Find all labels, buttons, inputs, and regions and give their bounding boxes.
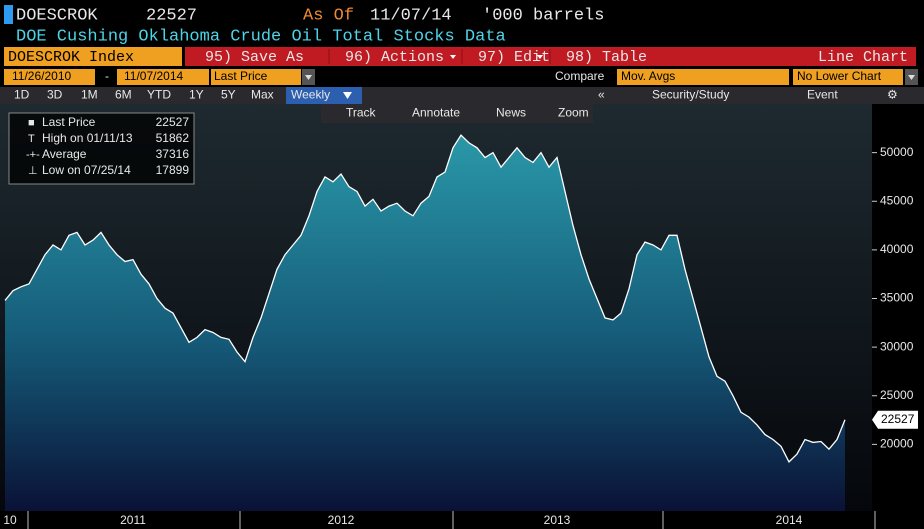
lower-chart: No Lower Chart	[797, 69, 882, 83]
chart-type[interactable]: Line Chart	[818, 49, 908, 66]
dropdown-arrow	[908, 75, 915, 80]
legend-value: 51862	[156, 131, 190, 145]
dropdown-arrow	[343, 92, 352, 99]
security: DOESCROK Index	[8, 49, 134, 66]
last: 22527	[146, 6, 197, 25]
tool-button[interactable]: Track	[346, 106, 377, 120]
end-date-box[interactable]	[117, 69, 209, 85]
compare[interactable]: Compare	[555, 69, 605, 83]
ticker-marker	[4, 5, 13, 24]
mov-avgs: Mov. Avgs	[621, 69, 675, 83]
legend-icon: T	[28, 133, 35, 145]
toolbar-button[interactable]: 95) Save As	[205, 49, 304, 66]
legend-icon: -+-	[26, 149, 40, 161]
period-button[interactable]: 1M	[81, 88, 98, 102]
y-tick-label: 50000	[880, 145, 914, 159]
x-tick-label: 10	[3, 513, 17, 527]
legend-value: 37316	[156, 147, 190, 161]
tool-bar	[321, 104, 593, 123]
legend-icon: ■	[28, 117, 35, 129]
dropdown-arrow	[305, 75, 312, 80]
start-date: 11/26/2010	[12, 69, 71, 83]
as-of: 11/07/14	[370, 6, 452, 25]
x-axis	[0, 511, 924, 529]
y-tick-label: 30000	[880, 339, 914, 353]
lower-chart-box[interactable]	[793, 69, 903, 85]
x-tick-label: 2013	[544, 513, 571, 527]
event[interactable]: Event	[807, 88, 838, 102]
y-tick-label: 20000	[880, 437, 914, 451]
date-separator: -	[105, 69, 109, 83]
x-tick-label: 2012	[328, 513, 355, 527]
description: DOE Cushing Oklahoma Crude Oil Total Sto…	[16, 27, 506, 46]
period-button[interactable]: 1D	[14, 88, 30, 102]
legend-icon: ⊥	[28, 165, 38, 177]
ticker: DOESCROK	[16, 6, 98, 25]
security-study[interactable]: Security/Study	[652, 88, 729, 102]
y-tick-label: 35000	[880, 291, 914, 305]
frequency-box[interactable]	[286, 87, 362, 104]
mov-avgs-box[interactable]	[617, 69, 789, 85]
end-date: 11/07/2014	[124, 69, 183, 83]
x-tick-label: 2011	[120, 513, 146, 527]
y-tick-label: 45000	[880, 193, 914, 207]
legend-value: 17899	[156, 163, 190, 177]
legend-label: Average	[42, 147, 87, 161]
units: '000 barrels	[482, 6, 604, 25]
period-button[interactable]: 3D	[47, 88, 63, 102]
x-tick-label: 2014	[776, 513, 803, 527]
period-button[interactable]: 6M	[115, 88, 132, 102]
period-button[interactable]: Max	[251, 88, 274, 102]
toolbar-button[interactable]: 96) Actions	[345, 49, 444, 66]
tool-button[interactable]: Annotate	[412, 106, 460, 120]
legend-label: Low on 07/25/14	[42, 163, 131, 177]
frequency: Weekly	[291, 88, 330, 102]
area-fill	[5, 135, 845, 511]
last-price-label: 22527	[881, 412, 915, 426]
as-of-label: As Of	[303, 6, 354, 25]
last-price-tag	[872, 410, 918, 429]
back[interactable]: «	[598, 88, 605, 102]
dropdown-arrow	[537, 55, 543, 59]
toolbar-button[interactable]: 98) Table	[566, 49, 647, 66]
period-button[interactable]: 1Y	[189, 88, 204, 102]
period-button[interactable]: YTD	[147, 88, 171, 102]
legend	[8, 112, 195, 185]
y-tick-label: 40000	[880, 242, 914, 256]
period-button[interactable]: 5Y	[221, 88, 236, 102]
tool-button[interactable]: News	[496, 106, 526, 120]
security-box[interactable]	[4, 47, 182, 66]
price-line	[4, 134, 846, 463]
field-box[interactable]	[211, 69, 301, 85]
settings[interactable]: ⚙	[887, 88, 898, 102]
legend-value: 22527	[156, 115, 190, 129]
field: Last Price	[214, 69, 268, 83]
period-bar	[0, 87, 924, 104]
y-tick-label: 25000	[880, 388, 914, 402]
legend-label: Last Price	[42, 115, 96, 129]
legend-label: High on 01/11/13	[42, 131, 133, 145]
start-date-box[interactable]	[4, 69, 95, 85]
tool-button[interactable]: Zoom	[558, 106, 589, 120]
toolbar-button[interactable]: 97) Edit	[478, 49, 550, 66]
dropdown-arrow	[450, 55, 456, 59]
